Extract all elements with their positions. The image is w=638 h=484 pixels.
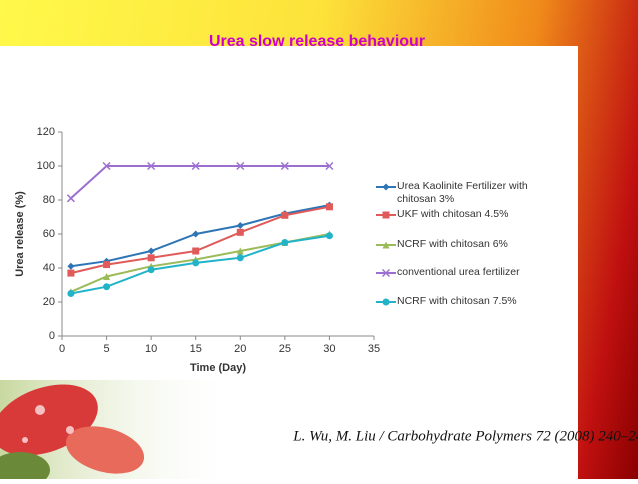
marker	[382, 241, 390, 249]
marker	[281, 211, 289, 219]
x-tick-label: 10	[145, 343, 157, 355]
y-tick-label: 60	[43, 228, 55, 240]
marker	[325, 232, 333, 240]
marker	[192, 259, 200, 267]
legend-entry: UKF with chitosan 4.5%	[376, 208, 509, 220]
marker	[67, 290, 75, 297]
x-tick-label: 0	[59, 343, 65, 355]
x-tick-label: 20	[234, 343, 246, 355]
legend-entry: NCRF with chitosan 6%	[376, 238, 508, 250]
marker	[236, 254, 244, 262]
y-axis-label: Urea release (%)	[14, 191, 26, 277]
marker	[382, 298, 390, 306]
marker	[382, 183, 390, 191]
marker	[192, 230, 200, 238]
x-tick-label: 5	[104, 343, 110, 355]
x-tick-label: 35	[368, 343, 380, 355]
y-tick-label: 0	[49, 330, 55, 342]
y-tick-label: 80	[43, 194, 55, 206]
legend-box: NCRF with chitosan 7.5%	[397, 295, 517, 307]
y-tick-label: 120	[37, 126, 55, 138]
marker	[67, 262, 75, 270]
x-tick-label: 25	[279, 343, 291, 355]
marker	[325, 203, 333, 211]
citation: L. Wu, M. Liu / Carbohydrate Polymers 72…	[292, 428, 638, 444]
marker	[147, 266, 155, 274]
legend-entry: Urea Kaolinite Fertilizer with chitosan …	[376, 180, 528, 205]
legend-label: conventional urea fertilizer	[397, 266, 520, 278]
marker	[381, 268, 391, 278]
marker	[66, 194, 75, 203]
marker	[281, 239, 289, 246]
legend-box: NCRF with chitosan 6%	[397, 238, 508, 250]
marker	[236, 161, 245, 171]
x-tick-label: 15	[190, 343, 202, 355]
legend-label: Urea Kaolinite Fertilizer with chitosan …	[397, 180, 528, 205]
y-tick-label: 20	[43, 296, 55, 308]
leaf-decoration	[0, 380, 240, 484]
marker	[236, 247, 244, 255]
marker	[147, 254, 155, 262]
marker	[382, 211, 390, 219]
marker	[280, 161, 289, 171]
legend-entry: NCRF with chitosan 7.5%	[376, 295, 517, 307]
marker	[236, 228, 244, 236]
marker	[67, 269, 75, 277]
marker	[103, 283, 111, 291]
x-axis-label: Time (Day)	[190, 362, 246, 374]
legend-label: NCRF with chitosan 6%	[397, 238, 508, 250]
y-tick-label: 40	[43, 262, 55, 274]
marker	[147, 247, 155, 255]
marker	[147, 161, 156, 171]
legend-box: UKF with chitosan 4.5%	[397, 208, 509, 220]
marker	[236, 222, 244, 229]
legend-box: Urea Kaolinite Fertilizer with chitosan …	[397, 180, 528, 205]
slide-title: Urea slow release behaviour	[209, 33, 425, 50]
legend-label: UKF with chitosan 4.5%	[397, 208, 509, 220]
marker	[102, 161, 111, 171]
marker	[191, 161, 200, 171]
y-tick-label: 100	[37, 160, 55, 172]
marker	[325, 161, 334, 171]
legend-box: conventional urea fertilizer	[397, 266, 520, 278]
x-tick-label: 30	[323, 343, 335, 355]
legend-entry: conventional urea fertilizer	[376, 266, 520, 278]
marker	[103, 261, 111, 269]
legend-label: NCRF with chitosan 7.5%	[397, 295, 517, 307]
marker	[192, 247, 200, 255]
marker	[103, 273, 111, 280]
